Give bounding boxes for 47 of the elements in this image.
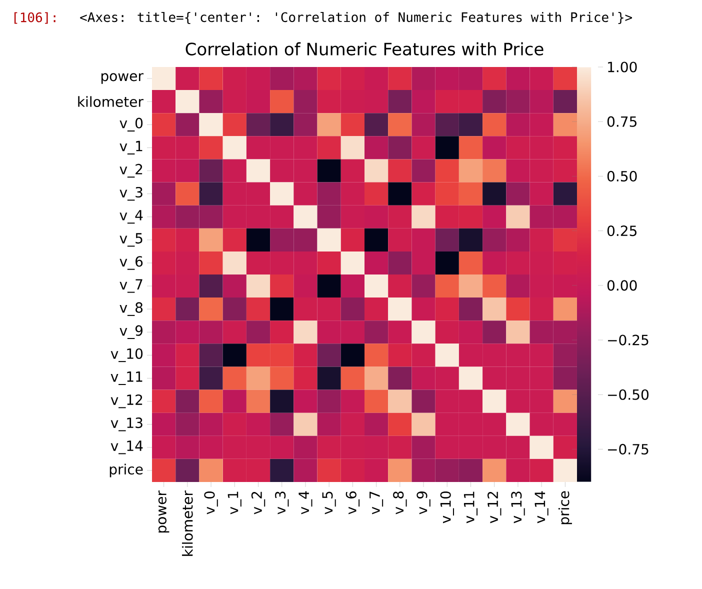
x-tick-label: v_8 (393, 491, 407, 514)
color-bar-label: 0.50 (607, 170, 637, 182)
x-tick-label: v_4 (298, 491, 312, 514)
color-bar-label: −0.75 (608, 444, 648, 455)
x-tick-label: v_12 (488, 492, 502, 524)
y-tick-label: price (110, 464, 143, 478)
color-bar-label: 0.25 (607, 226, 636, 236)
y-tick-label: v_9 (120, 325, 142, 339)
y-tick-label: power (101, 73, 144, 84)
y-tick-label: v_8 (120, 302, 143, 316)
color-bar-label: −0.25 (608, 334, 648, 346)
color-bar-label: −0.50 (608, 389, 648, 400)
color-bar-label: 0.00 (607, 280, 637, 291)
x-tick-label: v_14 (534, 491, 548, 524)
y-tick-label: v_6 (120, 256, 143, 270)
y-tick-label: v_5 (120, 233, 142, 247)
x-tick-label: v_11 (464, 492, 478, 524)
y-tick-label: v_7 (120, 279, 142, 293)
x-tick-label: price (558, 491, 572, 524)
y-tick-label: v_2 (120, 164, 142, 178)
y-tick-label: v_14 (110, 440, 143, 454)
x-tick-label: v_10 (440, 491, 454, 524)
color-bar-label: 1.00 (608, 62, 637, 72)
y-tick-label: v_11 (110, 371, 142, 386)
x-tick-label: v_13 (511, 492, 525, 524)
x-tick-label: v_9 (416, 492, 430, 514)
x-tick-label: v_7 (370, 492, 384, 514)
chart-title: Correlation of Numeric Features with Price (186, 42, 544, 56)
y-tick-label: v_13 (110, 418, 142, 432)
y-tick-label: v_1 (120, 140, 142, 154)
y-tick-label: v_3 (120, 186, 142, 201)
x-tick-label: v_3 (275, 492, 289, 514)
x-tick-label: kilometer (182, 490, 193, 556)
x-tick-label: power (158, 490, 170, 533)
text: [106]: (14, 12, 56, 24)
text: <Axes: title={'center': 'Correlation of Numeric Features with Price'}> (80, 12, 632, 24)
y-tick-label: kilometer (78, 96, 144, 108)
x-tick-label: v_2 (251, 492, 266, 514)
y-tick-label: v_12 (110, 394, 142, 408)
y-tick-label: v_0 (120, 118, 143, 132)
x-tick-label: v_0 (204, 491, 218, 514)
y-tick-label: v_4 (120, 210, 143, 224)
x-tick-label: v_1 (228, 492, 242, 514)
x-tick-label: v_5 (322, 492, 336, 514)
x-tick-label: v_6 (346, 491, 360, 514)
y-tick-label: v_10 (110, 348, 143, 362)
color-bar-label: 0.75 (607, 116, 636, 127)
